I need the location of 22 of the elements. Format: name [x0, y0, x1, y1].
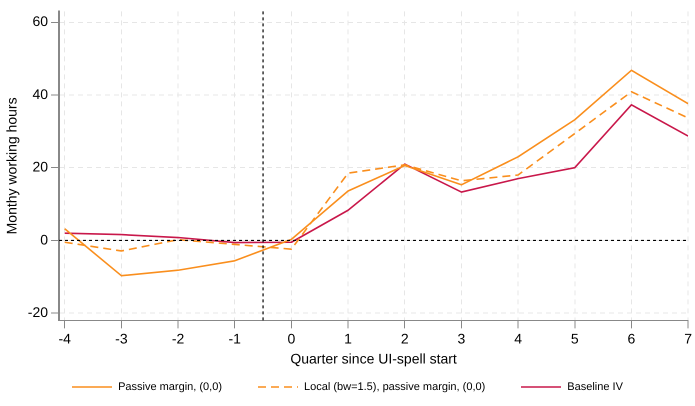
legend-label: Baseline IV: [567, 381, 623, 393]
y-axis-title: Monthy working hours: [3, 97, 20, 234]
x-tick-label: -1: [228, 330, 242, 347]
x-tick-label: -2: [172, 330, 184, 347]
x-tick-label: 6: [628, 330, 636, 347]
x-tick-label: -3: [115, 330, 128, 347]
legend-label: Local (bw=1.5), passive margin, (0,0): [304, 381, 486, 393]
y-tick-label: 0: [40, 231, 48, 248]
x-tick-label: -4: [58, 330, 72, 347]
y-tick-label: -20: [28, 304, 48, 320]
y-tick-label: 60: [32, 13, 48, 30]
x-tick-label: 7: [684, 330, 692, 347]
legend-label: Passive margin, (0,0): [118, 381, 222, 393]
x-tick-label: 4: [514, 330, 522, 347]
y-tick-label: 40: [32, 86, 48, 102]
y-tick-label: 20: [32, 158, 48, 175]
x-tick-label: 5: [570, 330, 579, 347]
x-tick-label: 1: [344, 330, 352, 347]
x-axis-title: Quarter since UI-spell start: [290, 350, 457, 366]
x-tick-label: 0: [287, 330, 296, 347]
x-tick-label: 2: [400, 330, 409, 347]
x-tick-label: 3: [458, 330, 466, 347]
